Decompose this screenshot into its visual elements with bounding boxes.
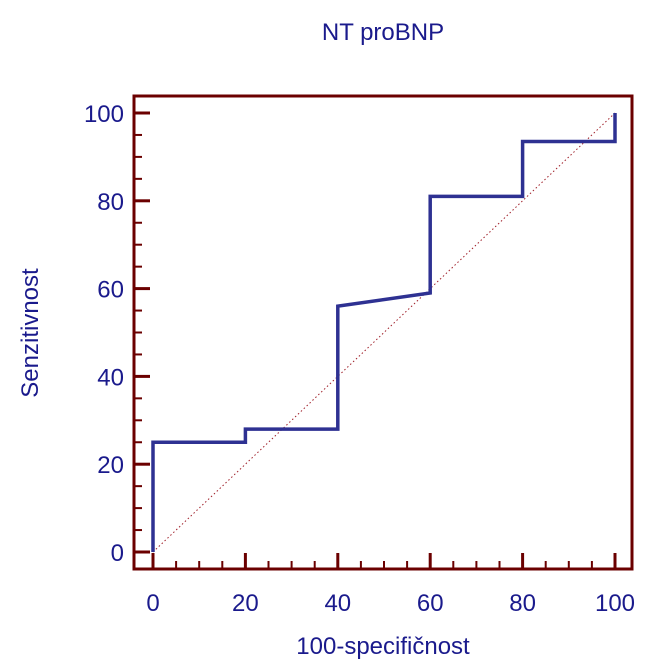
major-ticks — [134, 111, 617, 569]
y-tick-label: 0 — [111, 540, 124, 567]
x-tick-label: 20 — [232, 590, 259, 617]
x-tick-label: 80 — [509, 590, 536, 617]
y-tick-label: 60 — [97, 277, 124, 304]
y-tick-label: 20 — [97, 452, 124, 479]
x-tick-label: 40 — [324, 590, 351, 617]
x-tick-label: 100 — [595, 590, 635, 617]
roc-curve-line — [151, 113, 617, 552]
minor-ticks — [134, 133, 593, 569]
chart-title: NT proBNP — [322, 19, 444, 46]
y-tick-label: 40 — [97, 364, 124, 391]
y-axis-label: Senzitivnost — [17, 268, 44, 398]
y-tick-label: 100 — [84, 101, 124, 128]
tick-labels: 0 20 40 60 80 100 0 20 40 60 80 100 — [84, 101, 635, 617]
x-axis-label: 100-specifičnost — [296, 633, 470, 660]
plot-frame — [132, 94, 634, 571]
reference-diagonal — [152, 112, 616, 553]
x-tick-label: 0 — [146, 590, 159, 617]
x-tick-label: 60 — [417, 590, 444, 617]
y-tick-label: 80 — [97, 189, 124, 216]
